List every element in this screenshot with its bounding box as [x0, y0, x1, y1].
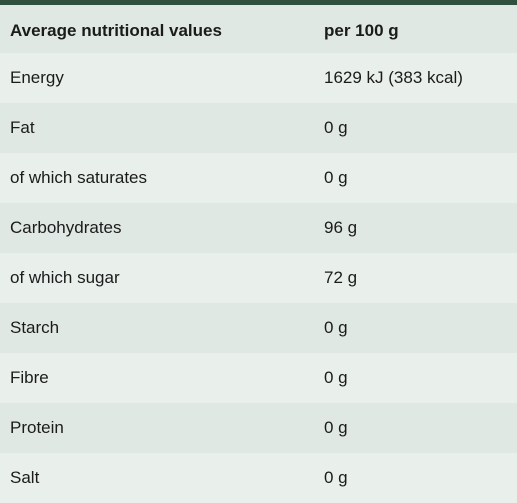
- nutrient-value: 0 g: [324, 168, 348, 187]
- nutrition-table: Average nutritional values per 100 g Ene…: [0, 5, 517, 503]
- nutrient-value: 96 g: [324, 218, 358, 237]
- nutrient-value: 0 g: [324, 368, 348, 387]
- nutrient-name: Fibre: [10, 368, 49, 387]
- table-row: Carbohydrates 96 g: [0, 203, 517, 253]
- nutrient-value: 0 g: [324, 318, 348, 337]
- table-row: Starch 0 g: [0, 303, 517, 353]
- table-row: Protein 0 g: [0, 403, 517, 453]
- nutrient-value: 1629 kJ (383 kcal): [324, 68, 463, 87]
- nutrient-value: 0 g: [324, 468, 348, 487]
- table-row: Fat 0 g: [0, 103, 517, 153]
- nutrient-value: 0 g: [324, 118, 348, 137]
- table-row: of which sugar 72 g: [0, 253, 517, 303]
- table-row: of which saturates 0 g: [0, 153, 517, 203]
- nutrient-name: Protein: [10, 418, 64, 437]
- table-header-row: Average nutritional values per 100 g: [0, 5, 517, 53]
- nutrient-name: Carbohydrates: [10, 218, 122, 237]
- nutrient-value: 72 g: [324, 268, 358, 287]
- nutrient-name: of which sugar: [10, 268, 120, 287]
- nutrient-value: 0 g: [324, 418, 348, 437]
- header-per-100g: per 100 g: [324, 20, 399, 40]
- nutrient-name: Starch: [10, 318, 60, 337]
- header-nutrient: Average nutritional values: [10, 20, 222, 40]
- table-top-border: [0, 0, 517, 5]
- nutrient-name: Energy: [10, 68, 64, 87]
- nutrient-name: Salt: [10, 468, 40, 487]
- nutrient-name: Fat: [10, 118, 35, 137]
- table-row: Fibre 0 g: [0, 353, 517, 403]
- table-row: Salt 0 g: [0, 453, 517, 503]
- nutrient-name: of which saturates: [10, 168, 148, 187]
- table-row: Energy 1629 kJ (383 kcal): [0, 53, 517, 103]
